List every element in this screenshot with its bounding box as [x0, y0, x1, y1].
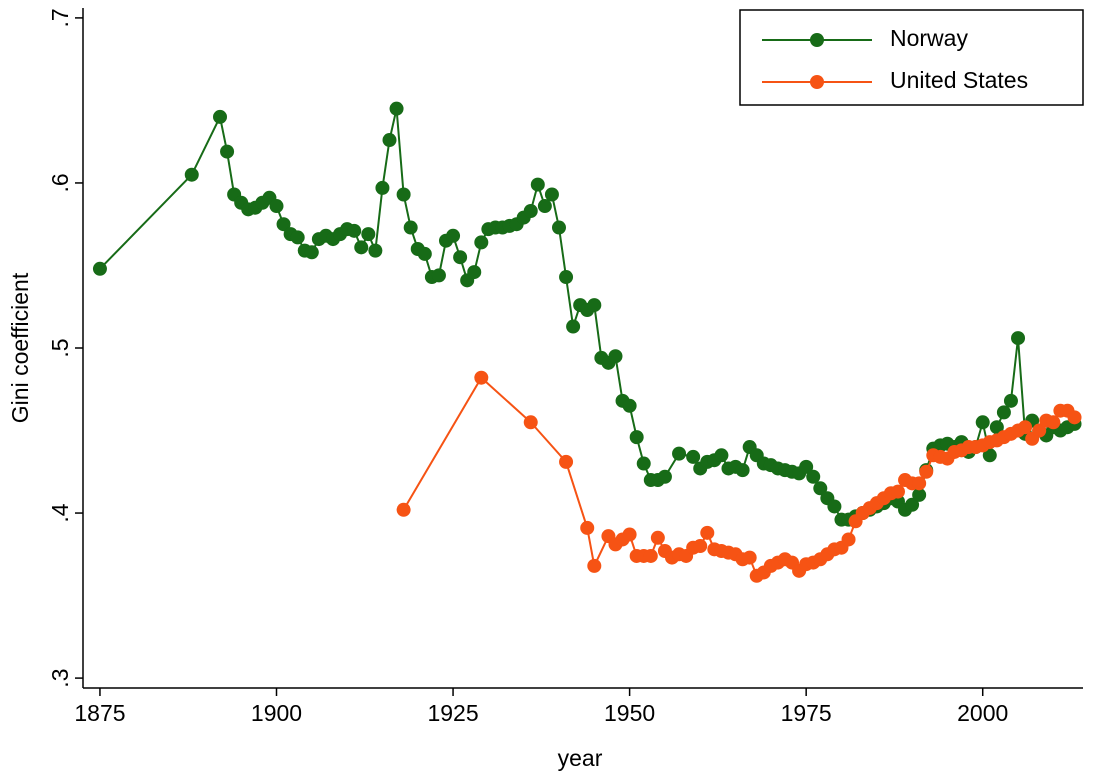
- data-point: [650, 530, 665, 545]
- data-point: [622, 398, 637, 413]
- data-point: [806, 469, 821, 484]
- legend-marker: [810, 75, 824, 89]
- data-point: [396, 187, 411, 202]
- data-point: [587, 558, 602, 573]
- data-point: [975, 415, 990, 430]
- y-tick-label: .3: [47, 669, 73, 688]
- data-point: [446, 228, 461, 243]
- data-point: [551, 220, 566, 235]
- data-point: [622, 527, 637, 542]
- legend-label: United States: [890, 67, 1028, 93]
- data-point: [1046, 415, 1061, 430]
- data-point: [799, 459, 814, 474]
- legend-marker: [810, 33, 824, 47]
- data-point: [431, 268, 446, 283]
- data-point: [523, 415, 538, 430]
- data-point: [537, 199, 552, 214]
- data-point: [587, 298, 602, 313]
- data-point: [559, 454, 574, 469]
- data-point: [467, 265, 482, 280]
- x-tick-label: 2000: [957, 700, 1008, 726]
- data-point: [1032, 423, 1047, 438]
- data-point: [220, 144, 235, 159]
- data-point: [700, 525, 715, 540]
- data-point: [989, 420, 1004, 435]
- data-point: [276, 217, 291, 232]
- data-point: [304, 245, 319, 260]
- data-point: [92, 261, 107, 276]
- y-tick-label: .7: [47, 8, 73, 27]
- data-point: [368, 243, 383, 258]
- data-point: [389, 101, 404, 116]
- y-tick-label: .4: [47, 503, 73, 522]
- data-point: [636, 456, 651, 471]
- data-point: [608, 349, 623, 364]
- data-point: [396, 502, 411, 517]
- data-point: [1003, 393, 1018, 408]
- y-axis-label: Gini coefficient: [7, 272, 33, 423]
- x-tick-label: 1925: [427, 700, 478, 726]
- x-tick-label: 1875: [74, 700, 125, 726]
- data-point: [382, 133, 397, 148]
- data-point: [361, 227, 376, 242]
- data-point: [523, 204, 538, 219]
- data-point: [1018, 420, 1033, 435]
- data-point: [580, 520, 595, 535]
- data-point: [269, 199, 284, 214]
- data-point: [403, 220, 418, 235]
- data-point: [474, 370, 489, 385]
- data-point: [1011, 331, 1026, 346]
- data-point: [735, 463, 750, 478]
- data-point: [996, 405, 1011, 420]
- data-point: [629, 430, 644, 445]
- data-point: [474, 235, 489, 250]
- data-point: [714, 448, 729, 463]
- data-point: [213, 109, 228, 124]
- data-point: [982, 448, 997, 463]
- data-point: [686, 449, 701, 464]
- x-tick-label: 1950: [604, 700, 655, 726]
- data-point: [347, 223, 362, 238]
- data-point: [912, 476, 927, 491]
- data-point: [693, 539, 708, 554]
- data-point: [453, 250, 468, 265]
- data-point: [184, 167, 199, 182]
- x-axis-label: year: [558, 745, 603, 771]
- data-point: [417, 246, 432, 261]
- data-point: [290, 230, 305, 245]
- data-point: [742, 550, 757, 565]
- data-point: [912, 487, 927, 502]
- data-point: [841, 532, 856, 547]
- x-tick-label: 1975: [781, 700, 832, 726]
- data-point: [530, 177, 545, 192]
- data-point: [354, 240, 369, 255]
- data-point: [813, 481, 828, 496]
- data-point: [905, 497, 920, 512]
- data-point: [544, 187, 559, 202]
- data-point: [919, 464, 934, 479]
- y-tick-label: .6: [47, 173, 73, 192]
- data-point: [657, 469, 672, 484]
- x-tick-label: 1900: [251, 700, 302, 726]
- data-point: [827, 499, 842, 514]
- legend-box: [739, 9, 1084, 106]
- data-point: [559, 270, 574, 285]
- data-point: [672, 446, 687, 461]
- data-point: [1067, 410, 1082, 425]
- data-point: [643, 548, 658, 563]
- series-line: [402, 376, 1076, 578]
- y-tick-label: .5: [47, 338, 73, 357]
- legend-label: Norway: [890, 25, 968, 51]
- data-point: [375, 180, 390, 195]
- data-point: [566, 319, 581, 334]
- data-point: [890, 484, 905, 499]
